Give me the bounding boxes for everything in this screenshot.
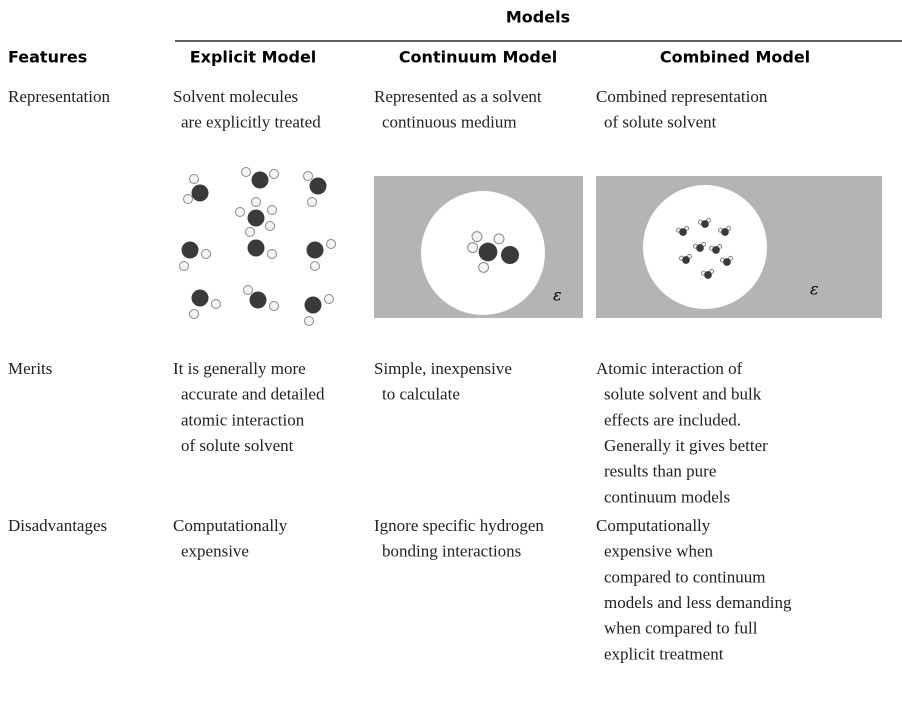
cell-line: accurate and detailed (181, 385, 325, 404)
oxygen (251, 171, 269, 189)
group-title: Models (506, 8, 570, 27)
cell-line: expensive (181, 542, 249, 561)
oxygen (696, 244, 704, 252)
cell-line: bonding interactions (382, 542, 521, 561)
hydrogen (269, 169, 279, 179)
oxygen (723, 258, 731, 266)
hydrogen (304, 316, 314, 326)
cell-line: results than pure (604, 462, 716, 481)
cell-line: Ignore specific hydrogen (374, 516, 544, 535)
hydrogen (467, 242, 479, 254)
row-label: Representation (8, 87, 110, 106)
hydrogen (324, 294, 334, 304)
row-label: Disadvantages (8, 516, 107, 535)
oxygen (247, 209, 265, 227)
cell-line: of solute solvent (181, 436, 294, 455)
hydrogen (189, 309, 199, 319)
cell-line: compared to continuum (604, 567, 765, 586)
epsilon: ε (553, 286, 562, 305)
column-header: Features (8, 48, 87, 67)
cell-line: of solute solvent (604, 113, 717, 132)
molecule-figures (179, 167, 734, 326)
hydrogen (189, 174, 199, 184)
hydrogen (310, 261, 320, 271)
hydrogen (265, 221, 275, 231)
epsilon: ε (810, 280, 819, 299)
oxygen (701, 220, 709, 228)
row-label: Merits (8, 359, 52, 378)
cell-line: effects are included. (604, 410, 741, 429)
hydrogen (243, 285, 253, 295)
cell-line: solute solvent and bulk (604, 385, 762, 404)
hydrogen (269, 301, 279, 311)
cell-line: when compared to full (604, 619, 758, 638)
cell-line: continuous medium (382, 113, 517, 132)
cell-line: Computationally (596, 516, 711, 535)
cell-line: Computationally (173, 516, 288, 535)
hydrogen (201, 249, 211, 259)
cell-line: Generally it gives better (604, 436, 768, 455)
column-header: Combined Model (660, 48, 810, 67)
hydrogen (471, 231, 483, 243)
hydrogen (251, 197, 261, 207)
oxygen (679, 228, 687, 236)
hydrogen (183, 194, 193, 204)
combined-cavity (643, 185, 767, 309)
cell-line: Simple, inexpensive (374, 359, 512, 378)
column-header: Continuum Model (399, 48, 557, 67)
hydrogen (307, 197, 317, 207)
hydrogen (493, 233, 505, 245)
oxygen (501, 246, 519, 264)
column-header: Explicit Model (190, 48, 317, 67)
oxygen (191, 289, 209, 307)
hydrogen (211, 299, 221, 309)
oxygen (181, 241, 199, 259)
cell-line: to calculate (382, 385, 460, 404)
cell-line: models and less demanding (604, 593, 792, 612)
hydrogen (235, 207, 245, 217)
cell-line: Represented as a solvent (374, 87, 542, 106)
cell-line: atomic interaction (181, 410, 305, 429)
cell-line: Solvent molecules (173, 87, 298, 106)
hydrogen (326, 239, 336, 249)
cell-line: Combined representation (596, 87, 768, 106)
oxygen (304, 296, 322, 314)
hydrogen (303, 171, 313, 181)
hydrogen (179, 261, 189, 271)
oxygen (478, 242, 498, 262)
oxygen (247, 239, 265, 257)
cell-line: explicit treatment (604, 644, 724, 663)
cell-line: Atomic interaction of (596, 359, 743, 378)
hydrogen (245, 227, 255, 237)
oxygen (306, 241, 324, 259)
hydrogen (241, 167, 251, 177)
hydrogen (267, 249, 277, 259)
oxygen (682, 256, 690, 264)
oxygen (721, 228, 729, 236)
cell-line: are explicitly treated (181, 113, 321, 132)
hydrogen (478, 261, 490, 273)
oxygen (191, 184, 209, 202)
cell-line: expensive when (604, 542, 714, 561)
oxygen (704, 271, 712, 279)
cell-line: It is generally more (173, 359, 306, 378)
oxygen (712, 246, 720, 254)
oxygen (309, 177, 327, 195)
hydrogen (267, 205, 277, 215)
cell-line: continuum models (604, 487, 730, 506)
oxygen (249, 291, 267, 309)
